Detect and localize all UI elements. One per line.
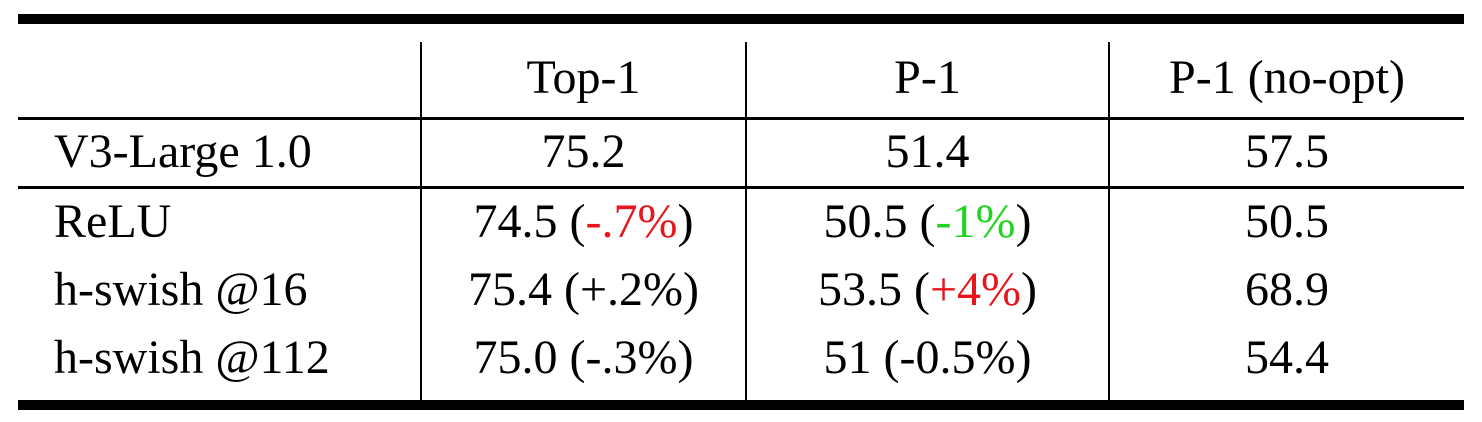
p1-delta: +4% [929,263,1022,316]
baseline-label: V3-Large 1.0 [54,125,312,178]
p1-value: 50.5 [823,195,908,248]
row-top1: 74.5 (-.7%) [473,195,694,248]
row-p1: 51 (-0.5%) [823,331,1032,384]
bottom-rule [18,400,1464,410]
row-p1-noopt: 68.9 [1245,263,1329,316]
row-p1-noopt: 54.4 [1245,331,1329,384]
p1-value: 51 [823,331,872,384]
header-p1-noopt: P-1 (no-opt) [1169,51,1405,104]
baseline-rule [18,186,1464,189]
row-label: h-swish @16 [54,263,308,316]
top1-value: 74.5 [473,195,558,248]
row-label: ReLU [54,195,172,248]
column-divider-3 [1108,42,1110,400]
baseline-p1: 51.4 [885,125,970,178]
column-divider-2 [745,42,747,400]
top1-delta: -.3% [585,331,678,384]
column-divider-1 [420,42,422,400]
p1-value: 53.5 [817,263,902,316]
header-p1: P-1 [894,51,961,104]
top1-delta: -.7% [585,195,678,248]
top1-value: 75.0 [473,331,558,384]
row-p1-noopt: 50.5 [1245,195,1329,248]
header-top1: Top-1 [526,51,641,104]
row-top1: 75.0 (-.3%) [473,331,694,384]
row-top1: 75.4 (+.2%) [467,263,700,316]
row-label: h-swish @112 [54,331,330,384]
baseline-p1-noopt: 57.5 [1245,125,1329,178]
results-table: Top-1 P-1 P-1 (no-opt) V3-Large 1.0 75.2… [18,14,1464,410]
p1-delta: -1% [935,195,1016,248]
p1-delta: -0.5% [899,331,1016,384]
top1-delta: +.2% [579,263,684,316]
top1-value: 75.4 [467,263,552,316]
header-rule [18,117,1464,120]
top-rule [18,14,1464,24]
baseline-top1: 75.2 [541,125,626,178]
row-p1: 53.5 (+4%) [817,263,1038,316]
row-p1: 50.5 (-1%) [823,195,1032,248]
